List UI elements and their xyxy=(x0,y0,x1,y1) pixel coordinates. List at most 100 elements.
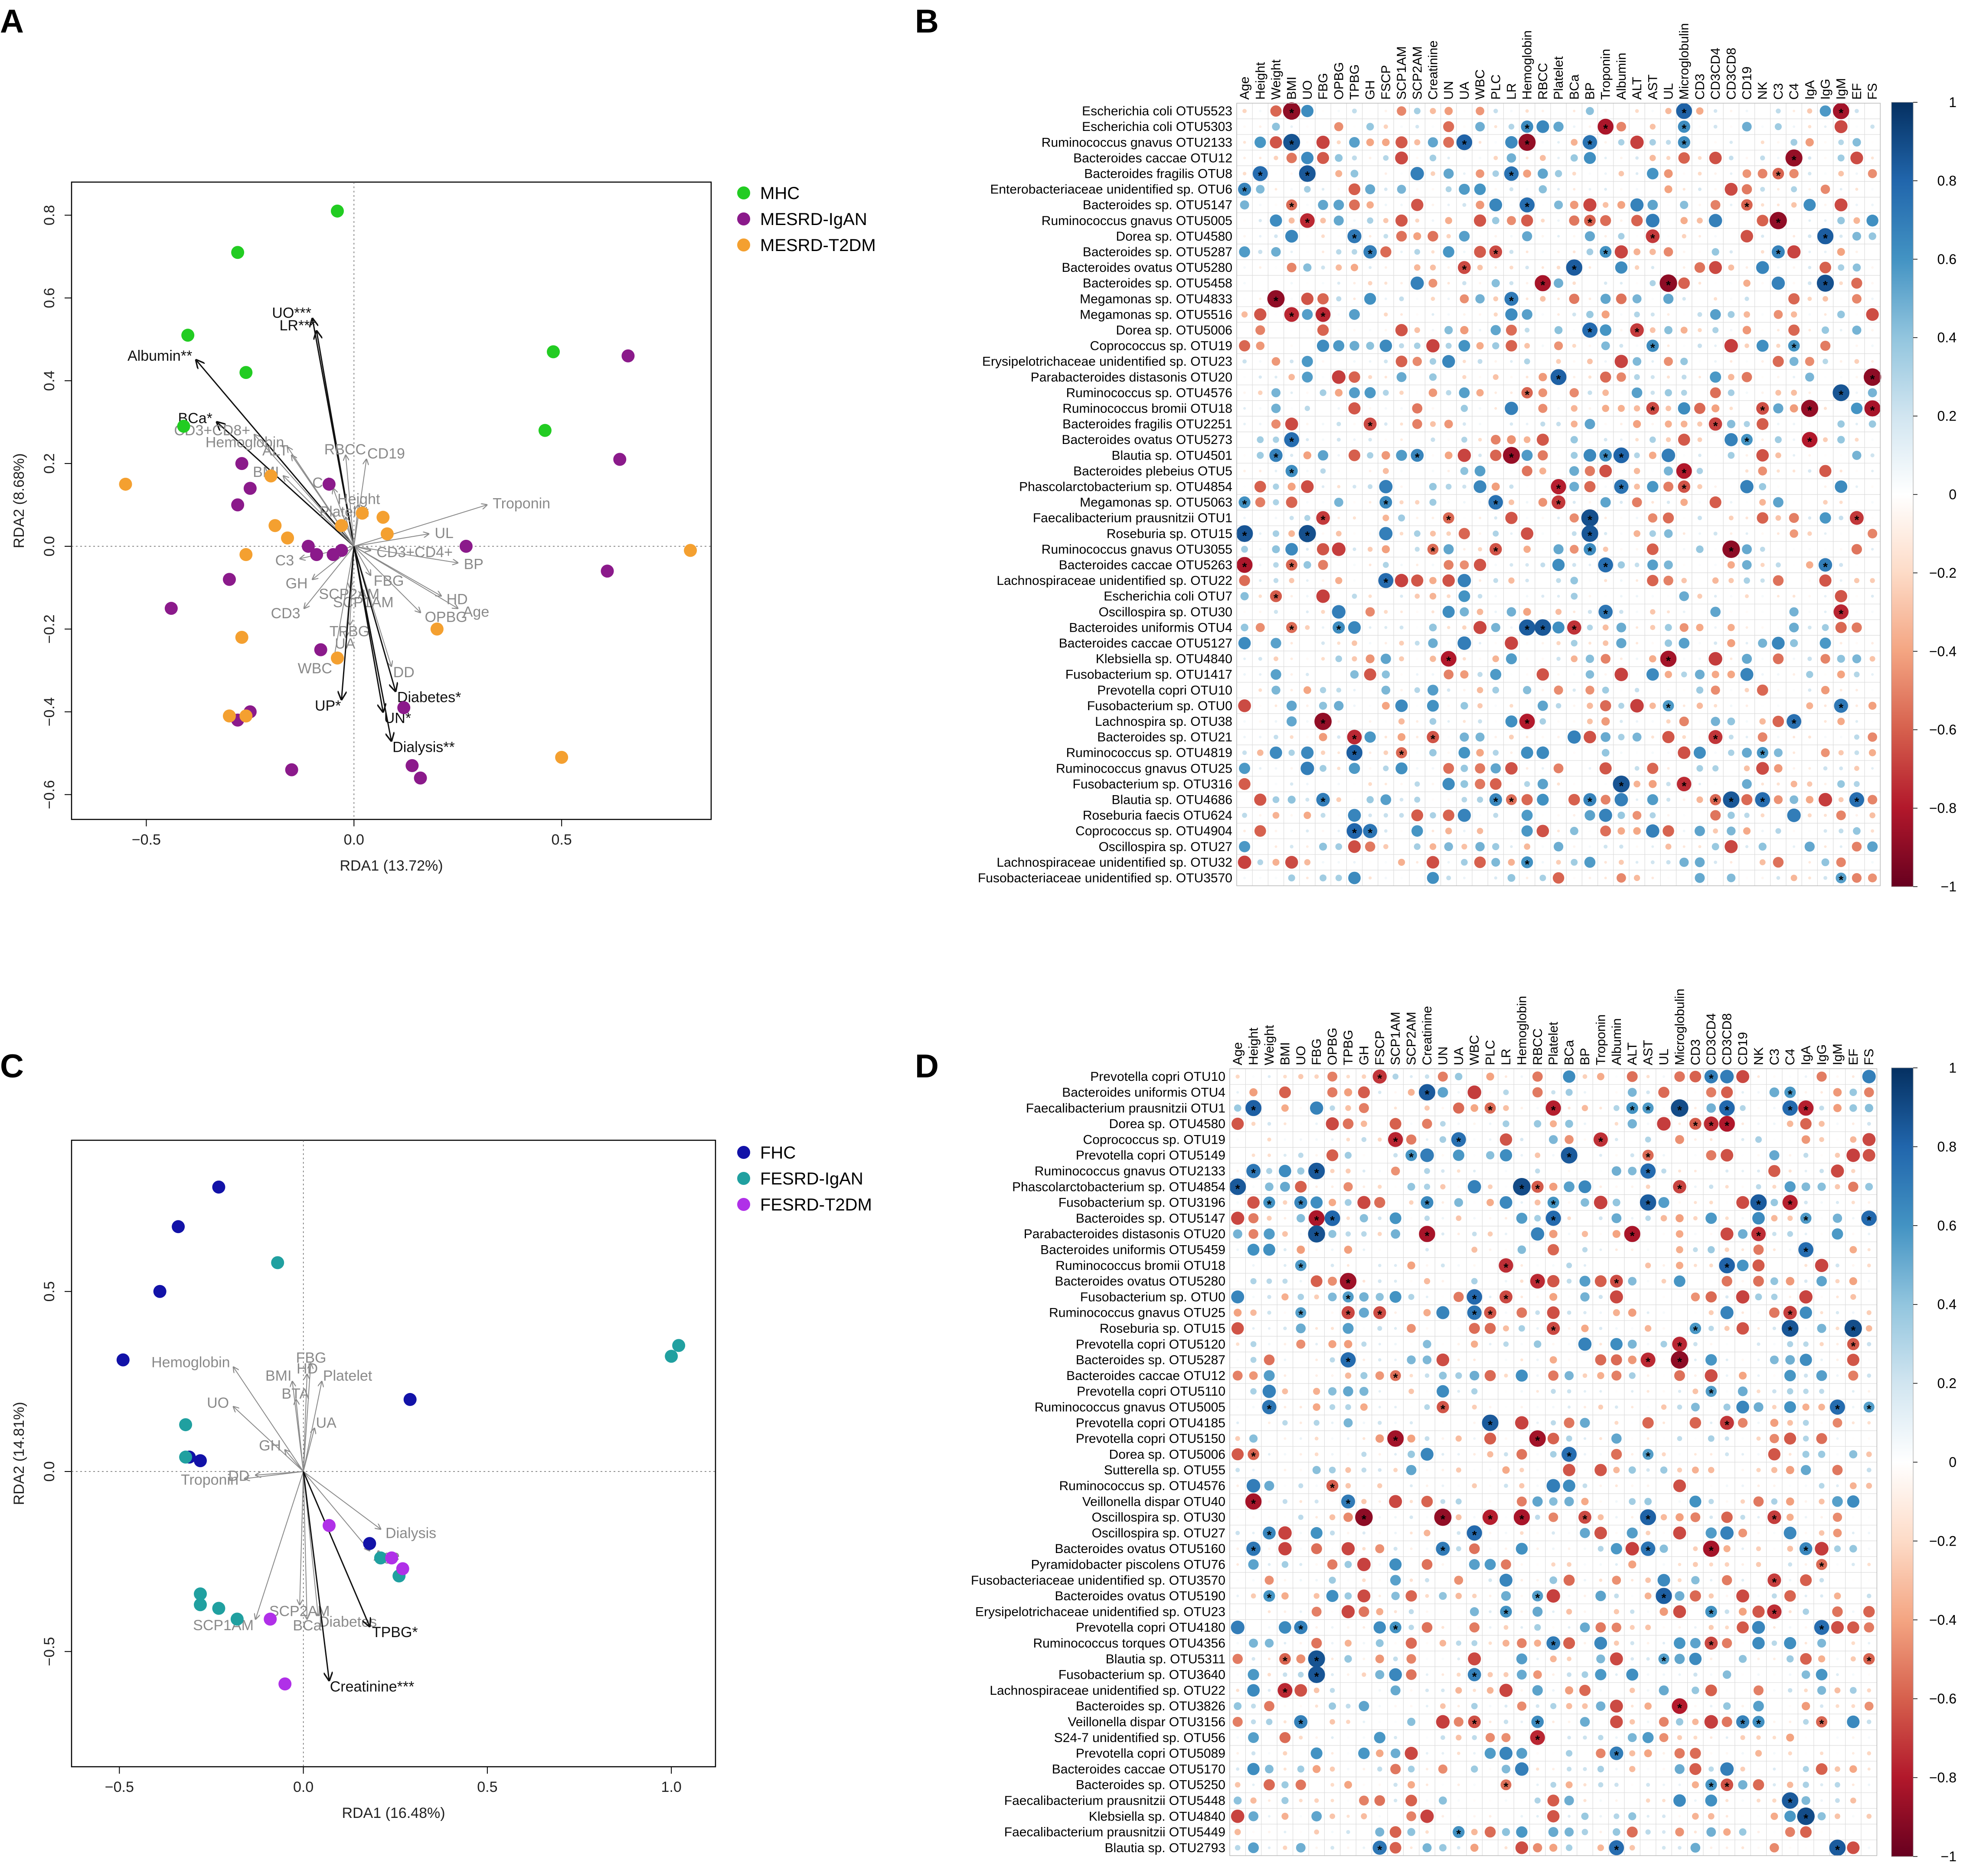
correlation-cell xyxy=(1394,1720,1397,1723)
correlation-cell xyxy=(1663,1358,1665,1361)
correlation-cell xyxy=(1489,1768,1492,1771)
correlation-cell xyxy=(1769,1434,1779,1443)
correlation-cell xyxy=(1473,1217,1476,1220)
correlation-cell xyxy=(1510,203,1513,206)
correlation-cell xyxy=(1550,1703,1557,1710)
correlation-cell xyxy=(1666,437,1671,442)
correlation-cell xyxy=(1424,1184,1431,1190)
correlation-cell xyxy=(1835,590,1847,603)
correlation-cell xyxy=(1563,1637,1575,1649)
correlation-cell xyxy=(1521,215,1533,227)
correlation-cell xyxy=(1682,532,1686,535)
row-label: Lachnospiraceae unidentified sp. OTU22 xyxy=(996,574,1232,588)
correlation-cell xyxy=(1378,1500,1381,1503)
correlation-cell xyxy=(1773,857,1784,868)
correlation-cell xyxy=(1254,825,1266,837)
correlation-cell xyxy=(1378,1216,1382,1220)
correlation-cell xyxy=(1663,575,1673,586)
correlation-cell xyxy=(1709,261,1722,274)
correlation-cell xyxy=(1347,1437,1349,1440)
correlation-cell xyxy=(1336,249,1342,255)
correlation-cell xyxy=(1331,1673,1334,1676)
column-label: IgM xyxy=(1830,1044,1845,1065)
correlation-cell xyxy=(1710,1736,1713,1739)
correlation-cell xyxy=(1599,1106,1602,1109)
correlation-cell xyxy=(1861,1210,1877,1226)
correlation-cell xyxy=(1678,1327,1681,1330)
correlation-cell xyxy=(1436,1353,1450,1367)
correlation-cell xyxy=(1808,423,1811,426)
correlation-cell xyxy=(1616,623,1627,633)
correlation-cell xyxy=(1604,360,1607,363)
correlation-cell xyxy=(1816,1763,1828,1775)
sample-point xyxy=(335,544,348,557)
correlation-cell xyxy=(1406,1811,1416,1821)
correlation-cell xyxy=(1673,1526,1686,1540)
correlation-cell xyxy=(1516,1449,1527,1460)
correlation-cell xyxy=(1444,560,1454,570)
correlation-cell xyxy=(1793,751,1796,754)
correlation-cell xyxy=(1473,558,1486,571)
correlation-cell xyxy=(1409,1374,1413,1377)
sample-point xyxy=(396,1562,409,1576)
significance-marker: * xyxy=(1346,1497,1351,1510)
correlation-cell xyxy=(1646,1390,1650,1393)
correlation-cell xyxy=(1730,470,1733,473)
correlation-cell xyxy=(1839,281,1843,285)
correlation-cell xyxy=(1252,166,1268,181)
correlation-cell xyxy=(1793,673,1796,676)
correlation-cell xyxy=(1599,1421,1602,1424)
correlation-cell xyxy=(1394,1453,1397,1456)
row-label: Coprococcus sp. OTU19 xyxy=(1083,1132,1225,1147)
correlation-cell xyxy=(1730,688,1733,692)
correlation-cell xyxy=(1399,532,1404,536)
correlation-cell xyxy=(1871,156,1874,160)
row-label: Bacteroides caccae OTU5263 xyxy=(1059,558,1232,572)
correlation-cell xyxy=(1283,1248,1287,1251)
correlation-cell xyxy=(1636,751,1639,754)
correlation-cell xyxy=(1599,1343,1602,1346)
correlation-cell xyxy=(1441,1169,1445,1173)
correlation-cell xyxy=(1352,547,1356,551)
correlation-cell xyxy=(1446,875,1451,881)
correlation-cell xyxy=(1259,814,1262,817)
correlation-cell xyxy=(1634,452,1640,458)
correlation-cell xyxy=(1663,1327,1665,1330)
column-label: WBC xyxy=(1473,69,1487,100)
correlation-cell xyxy=(1256,341,1265,350)
env-vector-label: GH xyxy=(286,575,308,592)
row-label: Ruminococcus gnavus OTU25 xyxy=(1056,761,1232,776)
correlation-cell xyxy=(1823,500,1828,505)
correlation-cell xyxy=(1793,657,1796,660)
correlation-cell xyxy=(1741,1815,1744,1818)
row-label: Fusobacteriaceae unidentified sp. OTU357… xyxy=(971,1573,1225,1588)
correlation-cell xyxy=(1363,824,1378,838)
correlation-cell xyxy=(1453,1826,1465,1838)
correlation-cell xyxy=(1713,828,1718,834)
correlation-cell xyxy=(1345,1483,1351,1489)
correlation-cell xyxy=(1439,1640,1447,1647)
correlation-cell xyxy=(1489,1343,1492,1346)
significance-marker: * xyxy=(1823,278,1828,292)
correlation-cell xyxy=(1489,1468,1492,1471)
correlation-cell xyxy=(1457,1358,1460,1361)
correlation-cell xyxy=(1457,1122,1460,1126)
correlation-cell xyxy=(1552,1689,1555,1692)
correlation-cell xyxy=(1759,718,1766,725)
correlation-cell xyxy=(1761,235,1764,238)
env-vector-arrow xyxy=(217,422,355,547)
correlation-cell xyxy=(1851,1169,1855,1173)
correlation-cell xyxy=(1353,438,1356,441)
correlation-cell xyxy=(1777,375,1780,378)
correlation-cell xyxy=(1299,1752,1302,1755)
correlation-cell xyxy=(1299,1830,1302,1834)
correlation-cell xyxy=(1236,1154,1239,1157)
correlation-cell xyxy=(1646,1374,1650,1377)
correlation-cell xyxy=(1318,560,1328,570)
correlation-cell xyxy=(1646,1720,1650,1723)
correlation-cell xyxy=(1284,1579,1287,1582)
sample-point xyxy=(264,1612,277,1626)
correlation-cell xyxy=(1866,1468,1872,1472)
correlation-cell xyxy=(1777,141,1780,144)
colorbar-tick-label: −0.2 xyxy=(1929,565,1957,581)
